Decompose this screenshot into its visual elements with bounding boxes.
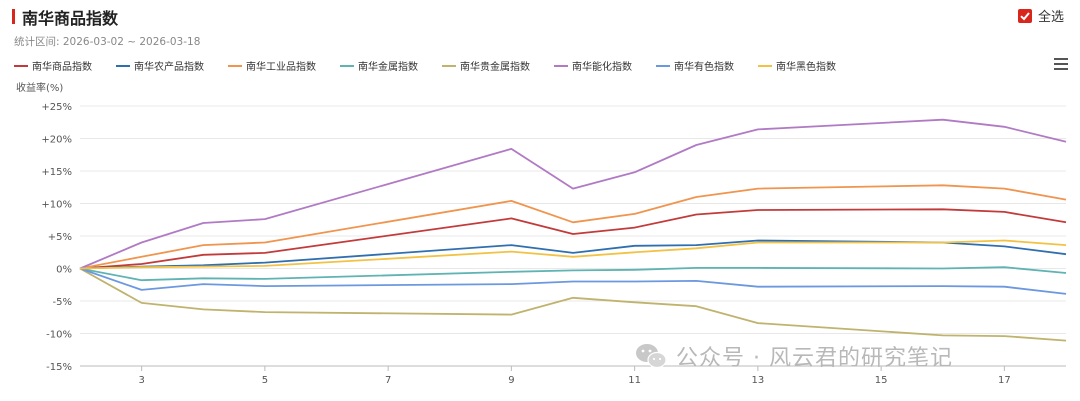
chart-legend: 南华商品指数 南华农产品指数 南华工业品指数 南华金属指数 南华贵金属指数 南华能化指数 南…	[14, 58, 860, 73]
x-tick-label: 11	[628, 375, 641, 386]
x-tick-label: 7	[385, 375, 391, 386]
y-axis-label: 收益率(%)	[16, 81, 63, 94]
legend-label: 南华能化指数	[572, 62, 632, 73]
series-line-4	[79, 267, 1067, 342]
legend-swatch	[442, 64, 456, 67]
chart-title: 南华商品指数	[22, 9, 119, 28]
legend-label: 南华贵金属指数	[460, 62, 530, 73]
legend-swatch	[116, 64, 130, 67]
legend-swatch	[14, 64, 28, 67]
legend-label: 南华商品指数	[32, 62, 92, 73]
legend-label: 南华黑色指数	[776, 62, 836, 73]
x-tick-label: 15	[875, 375, 888, 386]
y-tick-label: -10%	[46, 330, 72, 341]
select-all-label: 全选	[1037, 10, 1064, 25]
y-tick-label: +15%	[41, 167, 72, 178]
legend-swatch	[228, 64, 242, 67]
legend-item[interactable]: 南华黑色指数	[758, 58, 836, 73]
series-line-1	[79, 239, 1067, 270]
select-all-toggle[interactable]: 全选	[1017, 6, 1064, 25]
y-tick-label: +20%	[41, 135, 72, 146]
x-tick-label: 3	[138, 375, 144, 386]
x-tick-label: 13	[752, 375, 765, 386]
x-tick-label: 17	[998, 375, 1011, 386]
y-tick-label: +25%	[41, 102, 72, 113]
title-accent-bar	[12, 9, 15, 24]
hamburger-menu-icon[interactable]	[1054, 58, 1068, 72]
legend-item[interactable]: 南华商品指数	[14, 58, 92, 73]
legend-label: 南华农产品指数	[134, 62, 204, 73]
legend-label: 南华金属指数	[358, 62, 418, 73]
legend-swatch	[758, 64, 772, 67]
series-line-2	[79, 184, 1067, 270]
checkbox-checked-icon[interactable]	[1017, 8, 1032, 23]
legend-item[interactable]: 南华工业品指数	[228, 58, 316, 73]
period-text: 统计区间: 2026-03-02 ~ 2026-03-18	[14, 36, 201, 48]
series-line-0	[79, 208, 1067, 270]
series-line-3	[79, 266, 1067, 282]
legend-item[interactable]: 南华有色指数	[656, 58, 734, 73]
legend-label: 南华工业品指数	[246, 62, 316, 73]
y-tick-label: -5%	[53, 297, 72, 308]
legend-item[interactable]: 南华金属指数	[340, 58, 418, 73]
chart-header: 南华商品指数 全选	[0, 0, 1080, 34]
legend-swatch	[340, 64, 354, 67]
legend-item[interactable]: 南华能化指数	[554, 58, 632, 73]
series-line-6	[79, 267, 1067, 295]
legend-swatch	[656, 64, 670, 67]
wechat-icon	[636, 344, 667, 369]
legend-swatch	[554, 64, 568, 67]
legend-item[interactable]: 南华贵金属指数	[442, 58, 530, 73]
y-tick-label: +10%	[41, 200, 72, 211]
y-tick-label: 0%	[56, 265, 72, 276]
y-tick-label: -15%	[46, 362, 72, 373]
legend-label: 南华有色指数	[674, 62, 734, 73]
x-tick-label: 5	[262, 375, 268, 386]
y-tick-label: +5%	[48, 232, 72, 243]
series-line-7	[79, 239, 1067, 270]
series-line-5	[79, 118, 1067, 270]
watermark: 公众号 · 风云君的研究笔记	[634, 340, 953, 372]
watermark-text: 公众号 · 风云君的研究笔记	[676, 346, 953, 371]
x-tick-label: 9	[508, 375, 514, 386]
legend-item[interactable]: 南华农产品指数	[116, 58, 204, 73]
